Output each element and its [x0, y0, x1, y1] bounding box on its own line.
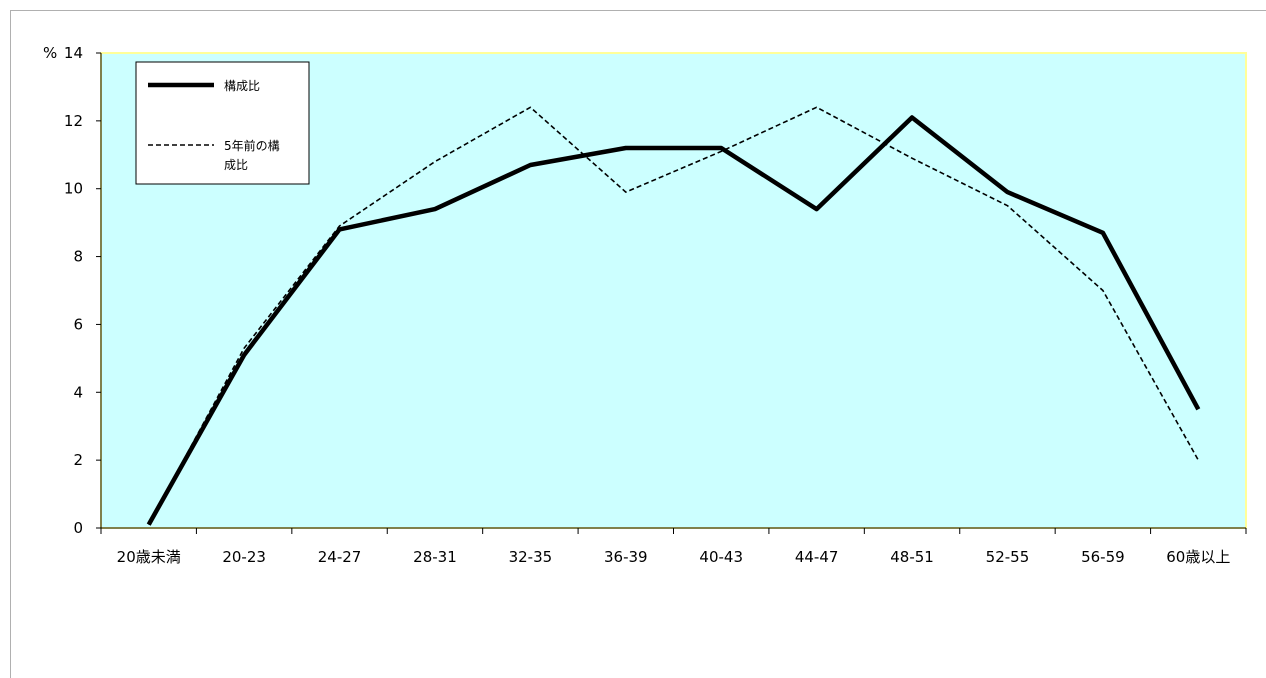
- x-tick-label: 60歳以上: [1166, 548, 1230, 566]
- y-tick-label: 0: [73, 519, 83, 537]
- y-axis-unit-label: %: [43, 44, 57, 62]
- y-tick-label: 12: [64, 112, 83, 130]
- legend-box: [135, 61, 310, 185]
- y-tick-label: 6: [73, 315, 83, 333]
- chart-frame: [10, 10, 1266, 678]
- series-layer: [146, 106, 1201, 526]
- x-tick-label: 56-59: [1081, 548, 1125, 566]
- x-tick-label: 36-39: [604, 548, 648, 566]
- x-axis-ticks: 20歳未満 20-23 24-27 28-31 32-35 36-39 40-43 44-47…: [100, 528, 1247, 566]
- y-tick-label: 4: [73, 383, 83, 401]
- legend: 構成比 5年前の構成比: [135, 61, 310, 185]
- x-tick-label: 20-23: [222, 548, 266, 566]
- series-line-current: [146, 115, 1201, 526]
- x-tick-label: 52-55: [986, 548, 1030, 566]
- y-tick-label: 10: [64, 180, 83, 198]
- x-tick-label: 24-27: [318, 548, 362, 566]
- legend-label-current: 構成比: [224, 79, 260, 93]
- x-tick-label: 44-47: [795, 548, 839, 566]
- y-axis-ticks: 0 2 4 6 8 10 12 14: [64, 44, 101, 537]
- x-tick-label: 20歳未満: [117, 548, 181, 566]
- x-tick-label: 48-51: [890, 548, 934, 566]
- x-tick-label: 32-35: [509, 548, 553, 566]
- x-tick-label: 28-31: [413, 548, 457, 566]
- y-tick-label: 14: [64, 44, 83, 62]
- y-tick-label: 2: [73, 451, 83, 469]
- series-line-previous: [147, 106, 1199, 525]
- legend-label-previous: 5年前の構成比: [224, 138, 280, 172]
- x-tick-label: 40-43: [699, 548, 743, 566]
- y-tick-label: 8: [73, 248, 83, 266]
